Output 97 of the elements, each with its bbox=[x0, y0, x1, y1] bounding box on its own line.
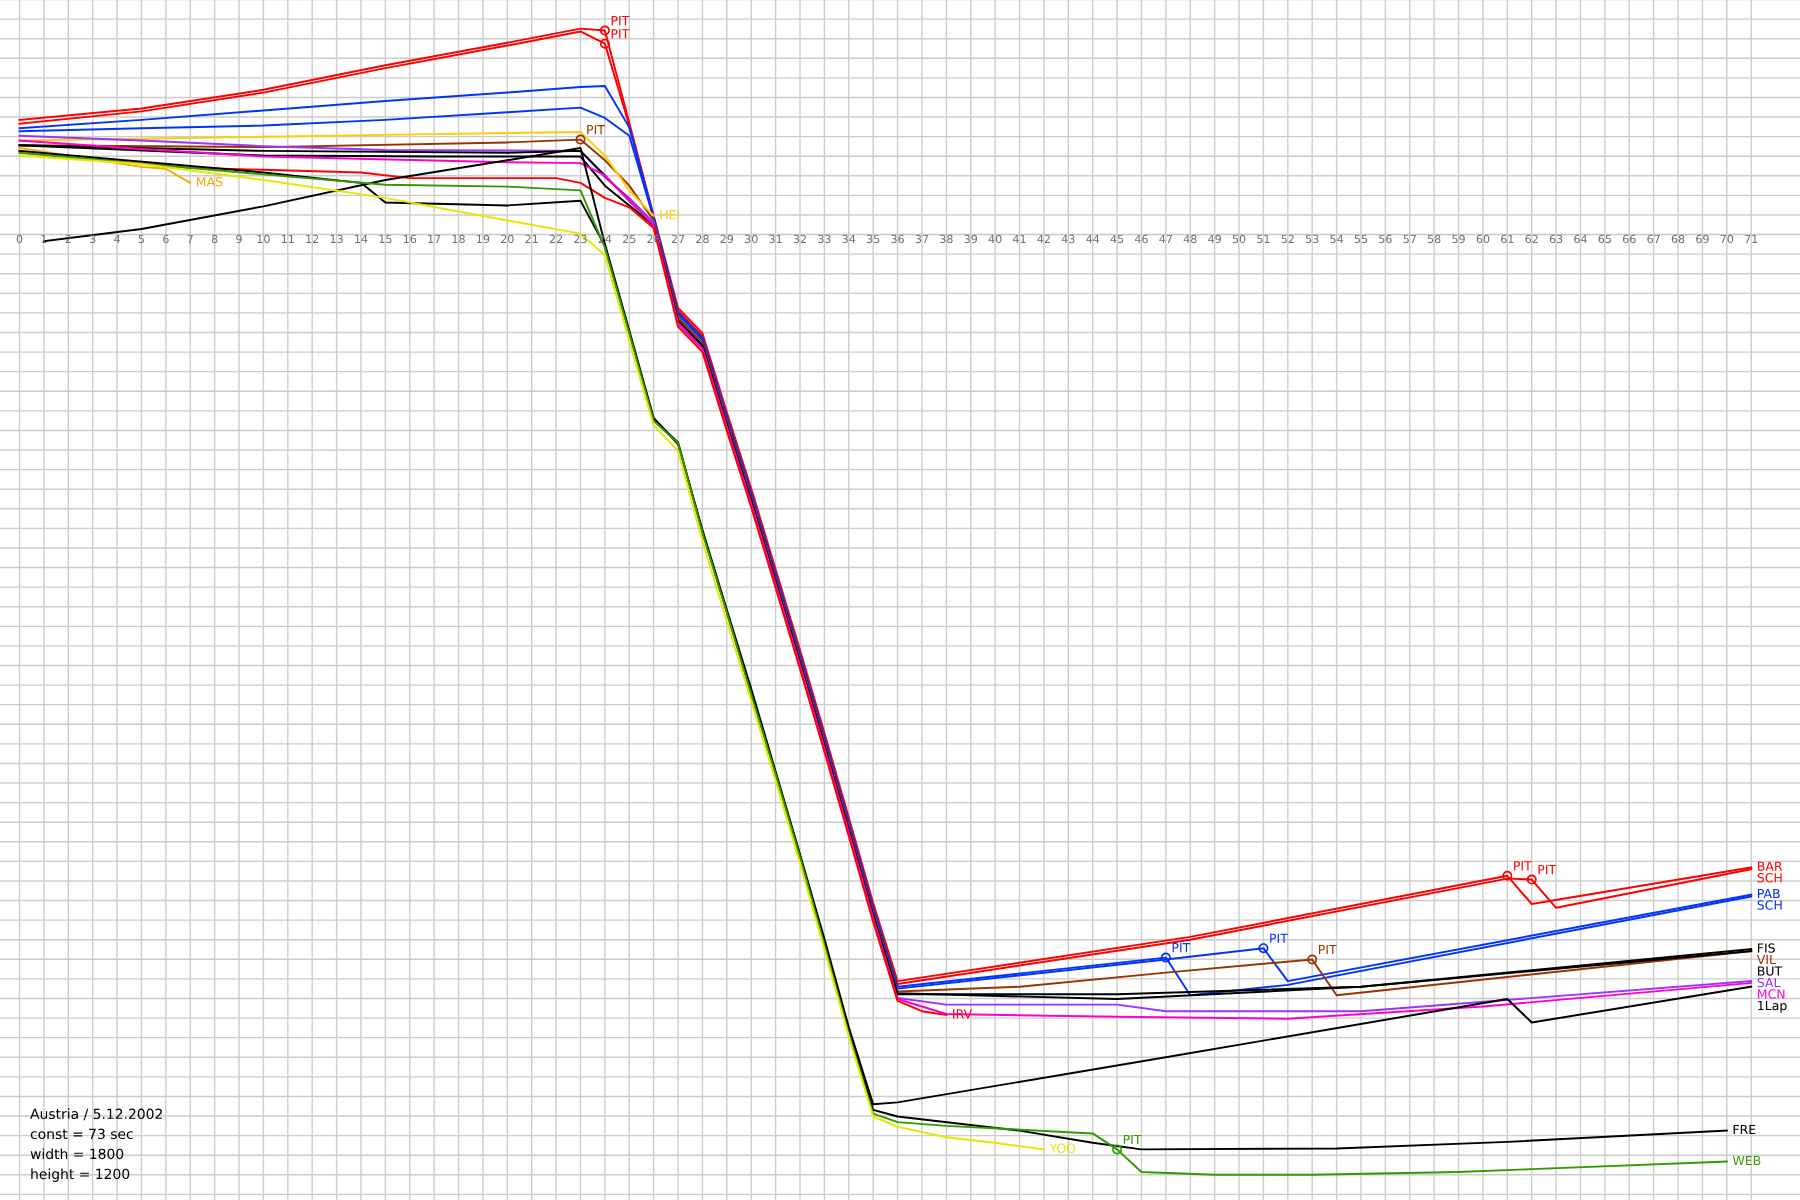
x-tick-label: 5 bbox=[138, 234, 145, 244]
x-tick-label: 3 bbox=[90, 234, 96, 244]
x-tick-label: 67 bbox=[1647, 234, 1660, 244]
x-tick-label: 29 bbox=[720, 234, 734, 244]
x-tick-label: 40 bbox=[988, 234, 1002, 244]
x-tick-label: 39 bbox=[964, 234, 978, 244]
x-tick-label: 4 bbox=[114, 234, 120, 243]
x-tick-label: 18 bbox=[452, 234, 465, 244]
series-label: FIS bbox=[1758, 943, 1775, 953]
annotation: PIT bbox=[1172, 943, 1191, 953]
x-tick-label: 51 bbox=[1257, 234, 1270, 244]
x-tick-label: 63 bbox=[1549, 234, 1563, 244]
series-label: SAL bbox=[1757, 977, 1781, 988]
x-tick-label: 14 bbox=[355, 234, 368, 243]
series-label: 1Lap bbox=[1758, 1000, 1787, 1013]
x-tick-label: 30 bbox=[745, 234, 758, 244]
x-tick-label: 15 bbox=[379, 234, 392, 244]
x-tick-label: 66 bbox=[1622, 234, 1636, 244]
annotation: PIT bbox=[611, 16, 630, 26]
x-tick-label: 8 bbox=[211, 234, 218, 244]
x-tick-label: 11 bbox=[281, 234, 294, 243]
annotation: PIT bbox=[1538, 865, 1557, 875]
x-tick-label: 13 bbox=[330, 234, 343, 244]
x-tick-label: 17 bbox=[428, 234, 441, 243]
annotation: PIT bbox=[1123, 1134, 1142, 1145]
x-tick-label: 64 bbox=[1574, 234, 1587, 244]
x-tick-label: 0 bbox=[16, 234, 23, 244]
annotation: PIT bbox=[1514, 861, 1532, 871]
x-tick-label: 58 bbox=[1427, 234, 1441, 244]
x-tick-label: 16 bbox=[403, 234, 417, 244]
x-tick-label: 55 bbox=[1354, 234, 1368, 244]
annotation: const = 73 sec bbox=[30, 1128, 133, 1140]
series-label: YOO bbox=[1049, 1143, 1076, 1154]
x-tick-label: 37 bbox=[915, 234, 929, 244]
series-label: VIL bbox=[1756, 954, 1776, 965]
series-label: FRE bbox=[1733, 1124, 1756, 1135]
x-tick-label: 36 bbox=[891, 234, 904, 244]
x-tick-label: 50 bbox=[1232, 234, 1246, 244]
x-tick-label: 69 bbox=[1696, 234, 1709, 244]
x-tick-label: 43 bbox=[1061, 234, 1075, 244]
series-label: HEI bbox=[660, 210, 679, 220]
x-tick-label: 38 bbox=[940, 234, 953, 244]
x-tick-label: 22 bbox=[549, 234, 563, 243]
annotation: PIT bbox=[611, 29, 630, 39]
x-tick-label: 7 bbox=[187, 234, 193, 243]
x-tick-label: 46 bbox=[1134, 234, 1148, 244]
x-tick-label: 12 bbox=[306, 234, 319, 243]
x-tick-label: 68 bbox=[1671, 234, 1685, 244]
annotation: height = 1200 bbox=[31, 1168, 130, 1182]
series-label: SCH bbox=[1757, 900, 1782, 910]
x-tick-label: 21 bbox=[525, 234, 538, 243]
x-tick-label: 65 bbox=[1598, 234, 1611, 244]
x-tick-label: 53 bbox=[1305, 234, 1319, 244]
x-tick-label: 10 bbox=[257, 234, 270, 244]
x-tick-label: 61 bbox=[1501, 234, 1514, 244]
x-tick-label: 71 bbox=[1745, 234, 1758, 243]
annotation: Austria / 5.12.2002 bbox=[30, 1108, 162, 1121]
x-tick-label: 48 bbox=[1183, 234, 1197, 244]
series-label: MAS bbox=[197, 177, 223, 187]
x-tick-label: 35 bbox=[866, 234, 880, 244]
x-tick-label: 47 bbox=[1159, 234, 1172, 243]
x-tick-label: 54 bbox=[1330, 234, 1344, 244]
x-tick-label: 34 bbox=[842, 234, 856, 244]
x-tick-label: 57 bbox=[1403, 234, 1416, 244]
x-tick-label: 33 bbox=[818, 234, 831, 244]
x-tick-label: 60 bbox=[1476, 234, 1490, 244]
x-tick-label: 45 bbox=[1110, 234, 1124, 244]
x-tick-label: 59 bbox=[1452, 234, 1465, 244]
x-tick-label: 31 bbox=[769, 234, 782, 244]
annotation: PIT bbox=[1318, 944, 1337, 955]
x-tick-label: 27 bbox=[671, 234, 685, 243]
x-tick-label: 25 bbox=[623, 234, 636, 244]
x-tick-label: 2 bbox=[65, 234, 71, 243]
x-tick-label: 62 bbox=[1525, 234, 1538, 244]
x-tick-label: 56 bbox=[1379, 234, 1392, 244]
x-tick-label: 19 bbox=[477, 234, 490, 244]
x-tick-label: 28 bbox=[696, 234, 709, 244]
x-tick-label: 49 bbox=[1208, 234, 1221, 244]
x-tick-label: 41 bbox=[1012, 234, 1026, 243]
x-tick-label: 52 bbox=[1281, 234, 1294, 244]
x-tick-label: 9 bbox=[236, 234, 242, 244]
annotation: width = 1800 bbox=[30, 1148, 124, 1160]
x-tick-label: 23 bbox=[574, 234, 587, 244]
series-label: MCN bbox=[1758, 989, 1785, 999]
x-tick-label: 6 bbox=[163, 234, 169, 244]
series-label: BUT bbox=[1758, 966, 1783, 976]
x-tick-label: 44 bbox=[1086, 234, 1100, 243]
x-tick-label: 20 bbox=[501, 234, 514, 244]
annotation: PIT bbox=[587, 125, 605, 135]
series-label: WEB bbox=[1732, 1155, 1761, 1166]
annotation: PIT bbox=[1270, 933, 1288, 943]
x-tick-label: 42 bbox=[1037, 234, 1050, 243]
x-tick-label: 32 bbox=[793, 234, 806, 244]
series-label: SCH bbox=[1757, 873, 1782, 883]
series-label: BAR bbox=[1758, 861, 1783, 871]
series-label: PAB bbox=[1758, 888, 1780, 899]
x-tick-label: 70 bbox=[1720, 234, 1734, 244]
